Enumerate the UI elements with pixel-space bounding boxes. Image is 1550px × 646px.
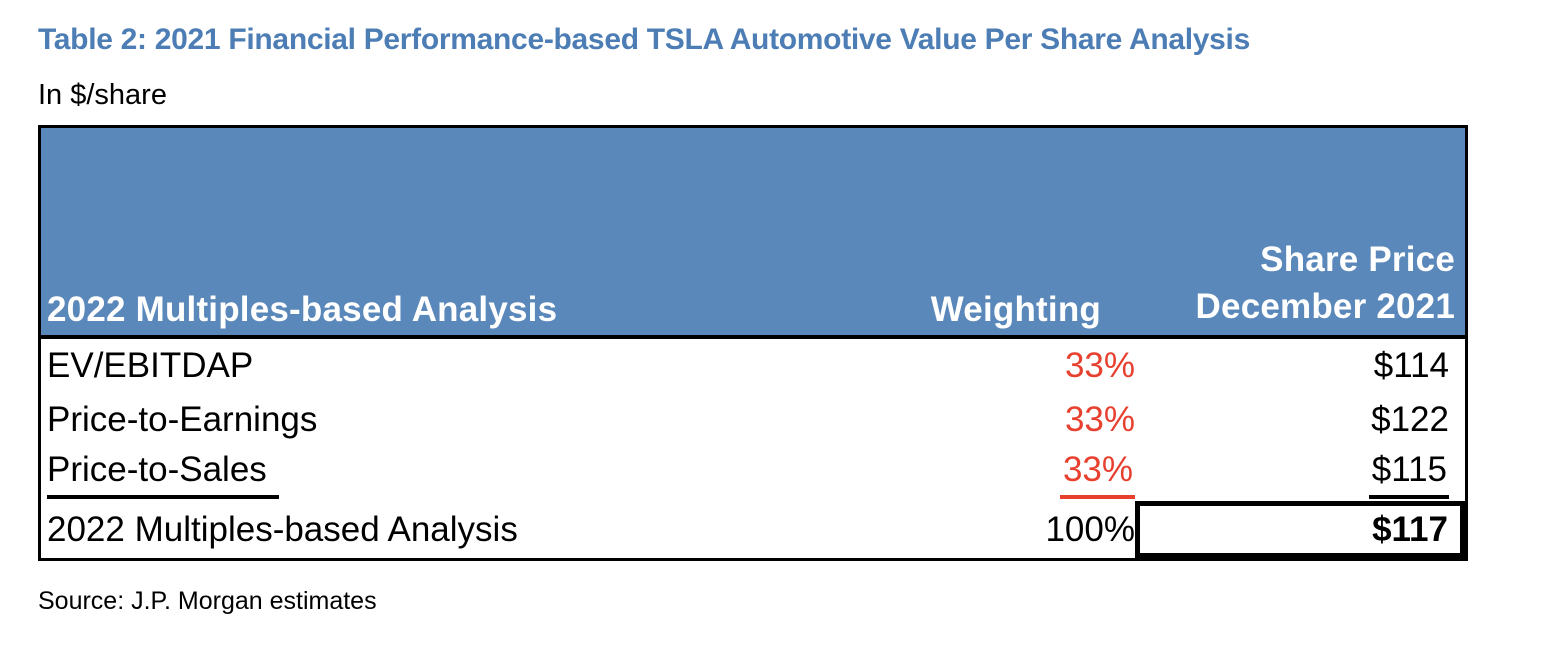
row-label: Price-to-Earnings [47, 400, 318, 439]
valuation-table: 2022 Multiples-based Analysis Weighting … [38, 125, 1468, 561]
table-total-row: 2022 Multiples-based Analysis 100% $117 [41, 501, 1465, 558]
table-header-row: 2022 Multiples-based Analysis Weighting … [41, 128, 1465, 339]
units-label: In $/share [38, 79, 167, 111]
table-title: Table 2: 2021 Financial Performance-base… [38, 23, 1250, 56]
total-row-label: 2022 Multiples-based Analysis [47, 509, 518, 549]
header-share-price-line1: Share Price [1260, 240, 1455, 279]
row-share-price: $122 [1371, 400, 1449, 439]
total-row-weighting: 100% [1045, 509, 1135, 549]
source-note: Source: J.P. Morgan estimates [38, 587, 377, 615]
row-label: EV/EBITDAP [47, 346, 254, 385]
header-analysis-column: 2022 Multiples-based Analysis [47, 290, 558, 329]
table-row-price-to-sales: Price-to-Sales 33% $115 [41, 447, 1465, 501]
report-table-section: Table 2: 2021 Financial Performance-base… [38, 22, 1512, 615]
table-row-price-to-earnings: Price-to-Earnings 33% $122 [41, 393, 1465, 447]
total-share-price-value: $117 [1372, 509, 1448, 549]
row-weighting: 33% [1059, 450, 1135, 499]
table-row-ev-ebitdap: EV/EBITDAP 33% $114 [41, 339, 1465, 393]
row-weighting: 33% [1064, 346, 1135, 385]
row-weighting: 33% [1064, 400, 1135, 439]
header-weighting-column: Weighting [930, 290, 1101, 329]
row-share-price: $115 [1368, 450, 1449, 499]
header-share-price-column: Share Price December 2021 [1135, 236, 1465, 335]
row-share-price: $114 [1373, 346, 1449, 385]
total-share-price-box: $117 [1135, 501, 1465, 558]
header-share-price-line2: December 2021 [1195, 287, 1455, 326]
row-label: Price-to-Sales [47, 450, 279, 499]
